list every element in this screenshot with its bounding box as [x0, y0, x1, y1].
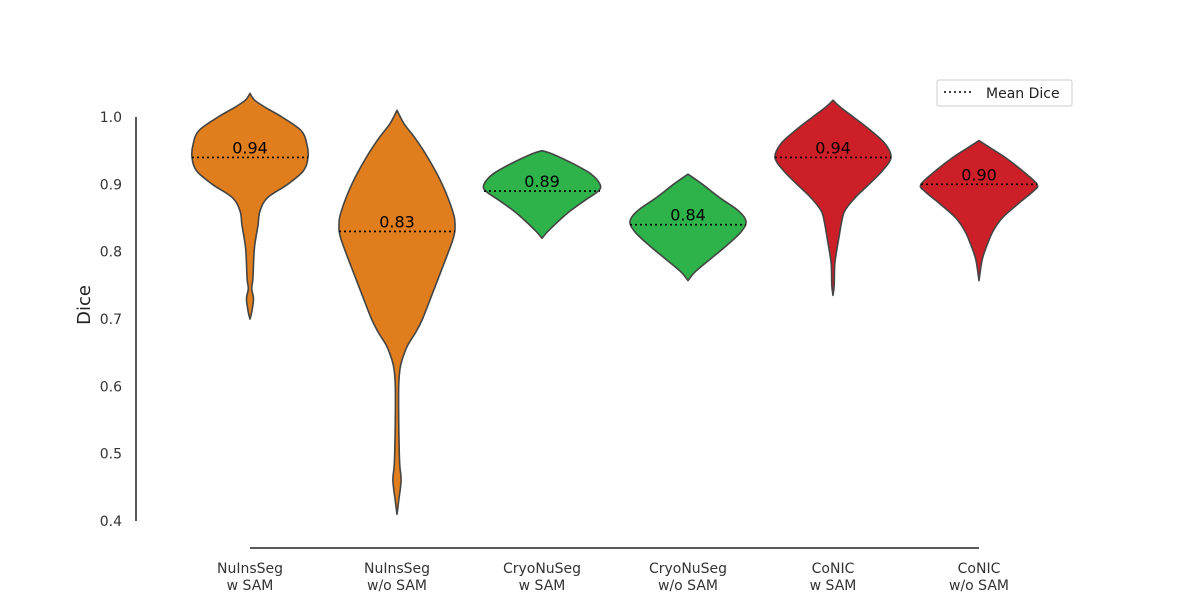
y-tick-label: 1.0: [100, 110, 122, 126]
violin-body: [338, 109, 456, 516]
y-axis: 0.4 0.5 0.6 0.7 0.8 0.9 1.0: [100, 110, 137, 530]
mean-value-label: 0.84: [670, 206, 706, 225]
y-axis-label: Dice: [74, 285, 95, 325]
legend: Mean Dice: [936, 79, 1073, 107]
x-tick-label: CoNIC w/o SAM: [949, 561, 1009, 594]
x-tick-label: NuInsSeg w SAM: [217, 561, 283, 594]
legend-entry-mean-dice: Mean Dice: [986, 86, 1060, 102]
violin-body: [190, 92, 310, 320]
mean-value-label: 0.89: [524, 172, 560, 191]
violins: 0.94 0.83 0.89 0.84 0.94 0.90: [190, 92, 1039, 516]
violin-body: [482, 149, 602, 239]
violin-conic-wosam: 0.90: [919, 139, 1039, 282]
x-tick-label: NuInsSeg w/o SAM: [364, 561, 430, 594]
legend-box: [936, 79, 1073, 107]
violin-body: [629, 173, 747, 282]
mean-value-label: 0.83: [379, 212, 415, 231]
violin-nuinsseg-wosam: 0.83: [338, 109, 456, 516]
violin-body: [774, 99, 892, 297]
y-tick-label: 0.8: [100, 245, 122, 261]
x-tick-label: CryoNuSeg w SAM: [503, 561, 581, 594]
violin-body: [919, 139, 1039, 282]
x-axis: NuInsSeg w SAM NuInsSeg w/o SAM CryoNuSeg w S…: [217, 547, 1009, 594]
x-tick-label: CoNIC w SAM: [810, 561, 857, 594]
violin-cryonuseg-wsam: 0.89: [482, 149, 602, 239]
y-tick-label: 0.6: [100, 379, 122, 395]
violin-cryonuseg-wosam: 0.84: [629, 173, 747, 282]
y-tick-label: 0.5: [100, 447, 122, 463]
y-tick-label: 0.9: [100, 177, 122, 193]
violin-nuinsseg-wsam: 0.94: [190, 92, 310, 320]
x-tick-label: CryoNuSeg w/o SAM: [649, 561, 727, 594]
violin-conic-wsam: 0.94: [774, 99, 892, 297]
y-tick-label: 0.7: [100, 312, 122, 328]
mean-value-label: 0.94: [815, 138, 851, 157]
mean-value-label: 0.94: [232, 138, 268, 157]
y-tick-label: 0.4: [100, 514, 122, 530]
mean-value-label: 0.90: [961, 165, 997, 184]
